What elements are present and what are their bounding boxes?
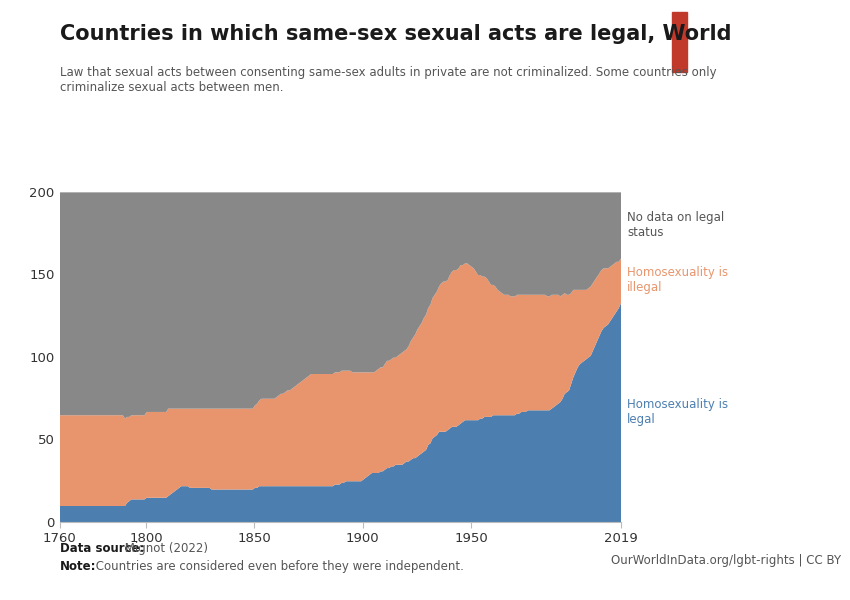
- Text: Homosexuality is
legal: Homosexuality is legal: [627, 398, 728, 426]
- Text: Countries in which same-sex sexual acts are legal, World: Countries in which same-sex sexual acts …: [60, 24, 731, 44]
- Text: Mignot (2022): Mignot (2022): [121, 542, 207, 555]
- Text: OurWorldInData.org/lgbt-rights | CC BY: OurWorldInData.org/lgbt-rights | CC BY: [611, 554, 842, 567]
- Text: Note:: Note:: [60, 560, 96, 573]
- Text: Law that sexual acts between consenting same-sex adults in private are not crimi: Law that sexual acts between consenting …: [60, 66, 716, 94]
- Text: No data on legal
status: No data on legal status: [627, 211, 724, 239]
- Text: Countries are considered even before they were independent.: Countries are considered even before the…: [92, 560, 464, 573]
- Bar: [672, 12, 687, 72]
- Text: Our World: Our World: [729, 26, 789, 36]
- Text: in Data: in Data: [738, 48, 780, 58]
- Text: Homosexuality is
illegal: Homosexuality is illegal: [627, 266, 728, 294]
- Text: Data source:: Data source:: [60, 542, 144, 555]
